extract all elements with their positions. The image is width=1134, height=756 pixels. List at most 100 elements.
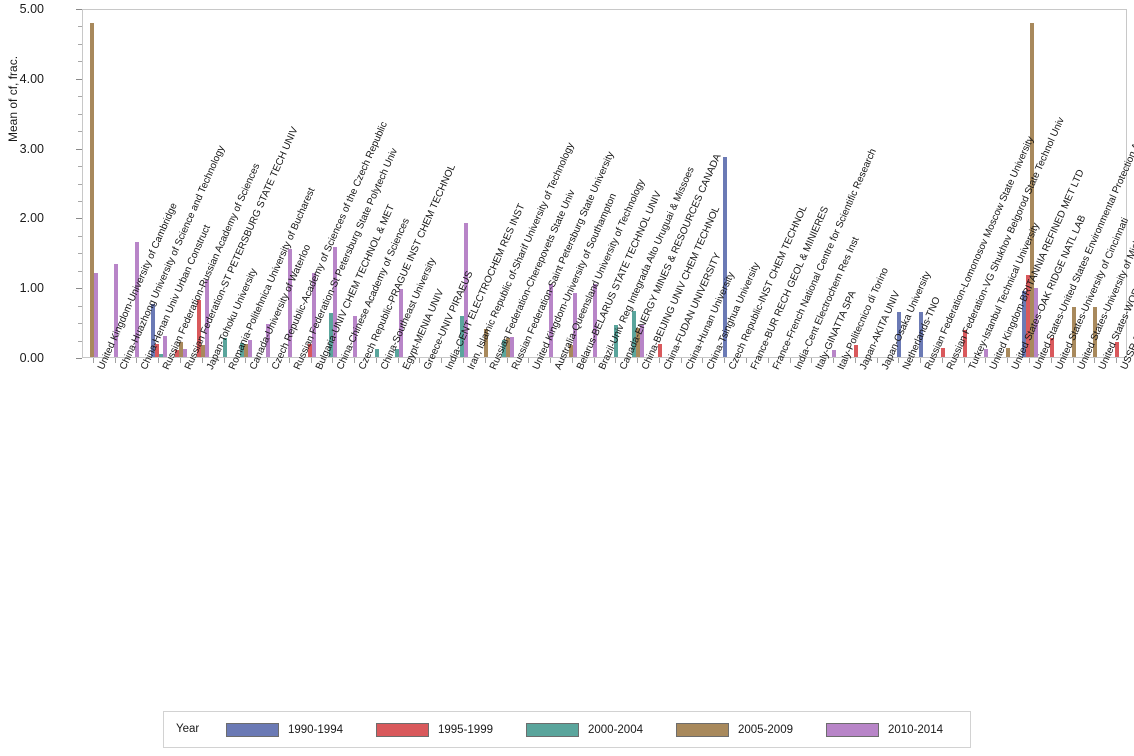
y-axis-tick-mark	[76, 288, 82, 290]
bar[interactable]	[1030, 23, 1035, 357]
bar[interactable]	[89, 23, 94, 357]
bar-group	[889, 10, 911, 357]
bar[interactable]	[853, 345, 858, 357]
bar[interactable]	[1022, 291, 1027, 357]
bar[interactable]	[940, 347, 945, 357]
y-axis-minor-tick	[78, 253, 82, 255]
bar[interactable]	[962, 329, 967, 357]
x-axis-tick-mark	[485, 358, 486, 363]
x-axis-tick-mark	[332, 358, 333, 363]
bar[interactable]	[919, 312, 924, 357]
bar[interactable]	[572, 292, 577, 357]
bar-group	[301, 10, 323, 357]
bar[interactable]	[244, 343, 249, 357]
x-axis-tick-mark	[202, 358, 203, 363]
bar[interactable]	[329, 313, 334, 357]
bar[interactable]	[1071, 306, 1076, 357]
bar[interactable]	[135, 241, 140, 357]
bar[interactable]	[287, 248, 292, 357]
bar-group	[366, 10, 388, 357]
bar-group	[562, 10, 584, 357]
bar[interactable]	[163, 336, 168, 357]
bar[interactable]	[311, 272, 316, 357]
bar[interactable]	[984, 348, 989, 357]
bar-group	[344, 10, 366, 357]
x-axis-tick-mark	[594, 358, 595, 363]
bar[interactable]	[636, 327, 641, 357]
x-axis-tick-mark	[441, 358, 442, 363]
bar[interactable]	[1093, 306, 1098, 357]
bar[interactable]	[200, 345, 205, 357]
y-axis-minor-tick	[78, 183, 82, 185]
bar[interactable]	[222, 338, 227, 357]
x-axis-tick-mark	[1051, 358, 1052, 363]
y-axis-title: Mean of cf, frac.	[6, 55, 20, 142]
bar[interactable]	[196, 300, 201, 357]
bar[interactable]	[1115, 341, 1120, 357]
bar[interactable]	[182, 348, 187, 357]
bar[interactable]	[1049, 338, 1054, 357]
bar[interactable]	[509, 336, 514, 357]
bar[interactable]	[459, 315, 464, 357]
bar[interactable]	[155, 343, 160, 357]
bar[interactable]	[113, 264, 118, 357]
bar[interactable]	[333, 247, 338, 357]
bar-group	[823, 10, 845, 357]
bar[interactable]	[394, 349, 399, 357]
bar-group	[388, 10, 410, 357]
bar[interactable]	[174, 350, 179, 357]
bar[interactable]	[723, 156, 728, 357]
x-axis-tick-mark	[790, 358, 791, 363]
y-axis-minor-tick	[78, 270, 82, 272]
bar[interactable]	[549, 284, 554, 357]
bar-group	[954, 10, 976, 357]
bar[interactable]	[178, 342, 183, 357]
legend-label: 2000-2004	[588, 724, 643, 736]
bar[interactable]	[657, 344, 662, 357]
legend-item[interactable]: 2010-2014	[826, 712, 976, 749]
bar[interactable]	[501, 340, 506, 357]
bar[interactable]	[632, 310, 637, 357]
bar[interactable]	[240, 343, 245, 357]
bar[interactable]	[640, 324, 645, 357]
bar[interactable]	[307, 344, 312, 357]
y-axis-minor-tick	[78, 235, 82, 237]
bar[interactable]	[398, 289, 403, 357]
y-axis-minor-tick	[78, 200, 82, 202]
bar[interactable]	[1026, 274, 1031, 357]
bar[interactable]	[266, 324, 271, 357]
bar[interactable]	[93, 272, 98, 357]
bar[interactable]	[204, 279, 209, 357]
bar[interactable]	[374, 348, 379, 357]
legend-item[interactable]: 2000-2004	[526, 712, 676, 749]
bar-group	[932, 10, 954, 357]
bar[interactable]	[463, 222, 468, 357]
bar[interactable]	[505, 338, 510, 357]
bar-group	[235, 10, 257, 357]
x-axis-tick-mark	[768, 358, 769, 363]
bar[interactable]	[832, 350, 837, 357]
legend-item[interactable]: 2005-2009	[676, 712, 826, 749]
y-axis-minor-tick	[78, 96, 82, 98]
x-axis-tick-mark	[964, 358, 965, 363]
bar[interactable]	[897, 312, 902, 357]
bar[interactable]	[1034, 287, 1039, 357]
bar[interactable]	[614, 324, 619, 357]
y-axis-tick-mark	[76, 78, 82, 80]
legend-item[interactable]: 1995-1999	[376, 712, 526, 749]
bar[interactable]	[151, 303, 156, 357]
bar[interactable]	[483, 329, 488, 357]
bar[interactable]	[248, 339, 253, 357]
bar[interactable]	[353, 315, 358, 357]
legend-item[interactable]: 1990-1994	[226, 712, 376, 749]
bar[interactable]	[568, 345, 573, 357]
legend-label: 2005-2009	[738, 724, 793, 736]
bar[interactable]	[1006, 347, 1011, 357]
bar-group	[976, 10, 998, 357]
x-axis-tick-mark	[1007, 358, 1008, 363]
bar[interactable]	[159, 353, 164, 357]
bar[interactable]	[592, 283, 597, 357]
x-axis-tick-mark	[833, 358, 834, 363]
bar-group	[584, 10, 606, 357]
x-axis-tick-mark	[354, 358, 355, 363]
